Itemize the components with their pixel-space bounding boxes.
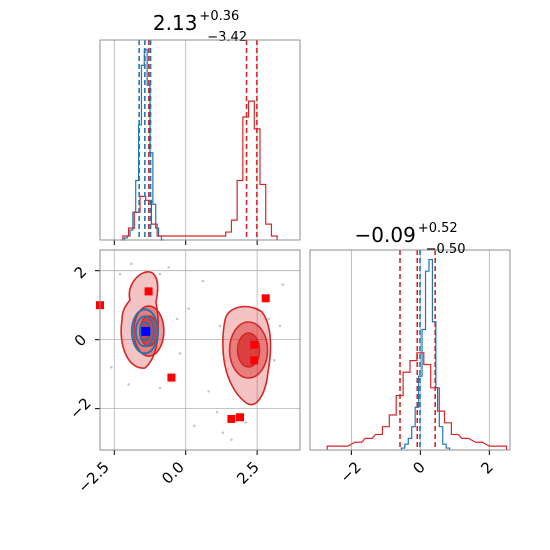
y-tick-label-neg2: −2 [66,394,94,422]
background-sample-11 [207,390,210,393]
background-sample-18 [230,438,233,441]
red-point-marker-3 [227,414,236,423]
blue-point-marker-0 [141,326,151,336]
x0-marginal-panel: 2.13 +0.36 −3.42 [99,9,301,245]
background-sample-21 [281,283,285,286]
background-sample-5 [187,307,190,310]
x0-hist-series-1 [122,100,278,240]
background-sample-15 [218,324,222,328]
background-sample-12 [267,317,270,321]
red-point-marker-5 [250,340,259,349]
background-sample-14 [278,324,282,328]
background-sample-4 [175,317,179,321]
background-sample-6 [158,386,162,390]
background-sample-8 [192,424,196,428]
background-sample-17 [110,365,113,369]
x-tick-label-2p5: 2.5 [233,458,263,488]
x0-panel-frame [99,39,301,241]
background-sample-1 [130,262,133,266]
x1-tick-label-0: 0 [409,458,428,477]
x1-panel-frame [309,249,511,451]
x0-hist-series-0 [121,48,165,241]
x1-tick-label-2: 2 [477,458,496,477]
background-sample-19 [244,421,248,424]
joint-panel-frame [99,249,301,451]
x0-marginal-title: 2.13 +0.36 −3.42 [153,9,247,45]
blue-contour-0 [130,308,159,355]
red-point-marker-6 [250,356,259,365]
x1-marginal-panel: −0.09 +0.52 −0.50 −2 0 2 [309,221,511,486]
background-sample-7 [178,352,182,355]
red-point-marker-7 [261,294,270,303]
x1-tick-label-neg2: −2 [336,458,364,486]
y-tick-label-0: 0 [71,331,90,350]
background-sample-3 [167,265,170,269]
red-point-marker-2 [167,373,176,382]
x-tick-label-neg2p5: −2.5 [74,458,112,496]
background-sample-0 [118,272,122,276]
red-point-marker-1 [144,287,153,296]
background-sample-16 [201,279,205,283]
y-tick-label-2: 2 [71,263,90,282]
background-sample-20 [127,383,130,386]
background-sample-13 [272,359,276,362]
background-sample-2 [158,272,162,276]
red-point-marker-4 [236,413,244,422]
background-sample-9 [215,410,219,414]
x1-hist-series-0 [400,258,451,450]
x-tick-label-0p0: 0.0 [158,458,188,488]
background-sample-10 [221,431,225,435]
x0-x1-contour-panel: −2.5 0.0 2.5 −2 0 2 [66,249,301,497]
blue-contour-1 [134,315,155,348]
x1-marginal-title: −0.09 +0.52 −0.50 [355,221,466,257]
